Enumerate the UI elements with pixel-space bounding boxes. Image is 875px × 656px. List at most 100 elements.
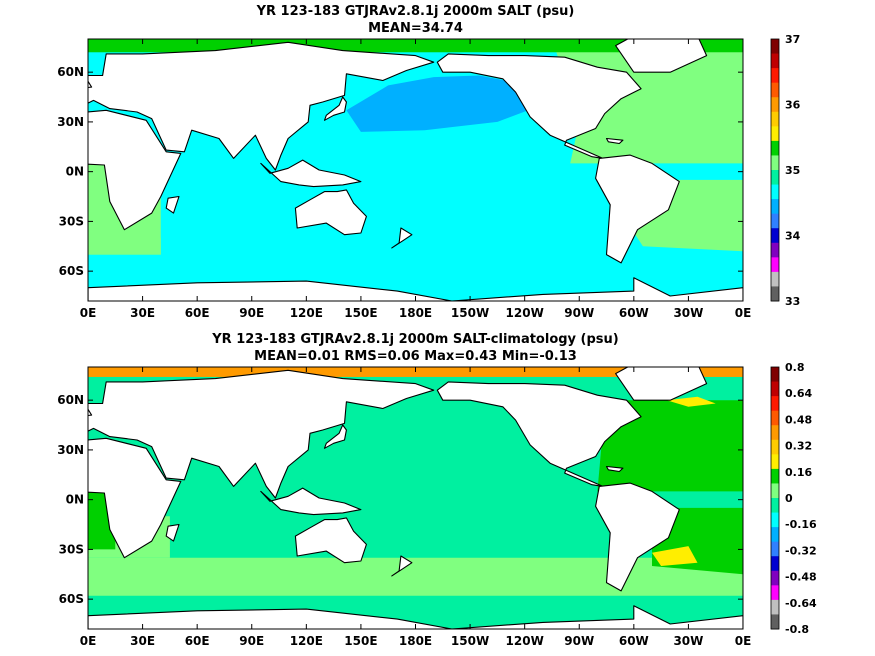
ocean-field-south-atlantic-patch: [652, 546, 698, 566]
x-tick-label: 90E: [239, 634, 264, 648]
x-tick-label: 90E: [239, 306, 264, 320]
x-tick-label: 180E: [399, 634, 432, 648]
colorbar-swatch: [771, 396, 779, 412]
x-tick-label: 60E: [185, 634, 210, 648]
x-tick-label: 120W: [506, 634, 544, 648]
ocean-field-southern: [88, 557, 743, 596]
land-new-zealand: [391, 227, 413, 249]
y-tick-label: 30N: [57, 443, 84, 457]
x-tick-label: 0E: [735, 306, 752, 320]
colorbar-swatch: [771, 97, 779, 113]
x-tick-label: 60W: [619, 634, 649, 648]
colorbar-frame: [770, 366, 780, 630]
y-tick-label: 30N: [57, 115, 84, 129]
colorbar-label: -0.32: [785, 544, 817, 557]
colorbar-label: 0.48: [785, 413, 812, 426]
land-japan: [323, 424, 347, 449]
land-north-america: [436, 381, 642, 487]
x-tick-label: 0E: [80, 634, 97, 648]
ocean-field-north-pacific: [346, 75, 531, 132]
colorbar-swatch: [771, 381, 779, 397]
colorbar-swatch: [771, 213, 779, 229]
ocean-field-atlantic: [597, 400, 743, 492]
colorbar-swatch: [771, 68, 779, 84]
colorbar-frame: [770, 38, 780, 302]
colorbar-swatch: [771, 126, 779, 142]
x-tick-label: 30W: [673, 306, 703, 320]
colorbar-label: 37: [785, 33, 800, 46]
x-tick-label: 150E: [344, 306, 377, 320]
land-greenland: [0, 364, 52, 401]
colorbar-swatch: [771, 82, 779, 98]
land-greenland: [615, 367, 708, 401]
colorbar-swatch: [771, 170, 779, 186]
salinity-anomaly-panel: YR 123-183 GTJRAv2.8.1j 2000m SALT-clima…: [0, 328, 875, 656]
y-axis: 60N 30N 0N 30S 60S: [57, 65, 743, 278]
colorbar-swatch: [771, 614, 779, 630]
colorbar-label: -0.48: [785, 571, 817, 584]
colorbar-label: -0.16: [785, 518, 817, 531]
land-indonesia: [260, 159, 362, 188]
land-uk: [88, 80, 93, 89]
x-tick-label: 0E: [735, 634, 752, 648]
x-tick-label: 150W: [451, 306, 489, 320]
ocean-field-subpolar-atlantic: [666, 396, 716, 407]
land-africa: [88, 109, 182, 231]
colorbar-swatch: [771, 454, 779, 470]
y-tick-label: 60N: [57, 65, 84, 79]
x-tick-label: 0E: [80, 306, 97, 320]
land-south-america: [0, 155, 24, 263]
colorbar-swatch: [771, 199, 779, 215]
colorbar-swatch: [771, 367, 779, 383]
land-caribbean: [605, 465, 624, 473]
land-indonesia: [260, 487, 362, 516]
colorbar-swatch: [771, 257, 779, 273]
colorbar-label: 0.64: [785, 387, 812, 400]
colorbar-label: -0.64: [785, 597, 817, 610]
land-madagascar: [165, 195, 180, 214]
land-antarctica: [88, 605, 743, 629]
land-caribbean: [605, 137, 624, 145]
x-tick-label: 120E: [290, 634, 323, 648]
colorbar-swatch: [771, 498, 779, 514]
salinity-map: 0E 30E 60E 90E 120E 150E 180E 150W 120W 90W 60W 30W…: [0, 33, 801, 320]
x-axis: 0E 30E 60E 90E 120E 150E 180E 150W 120W 90W 60W 30W…: [80, 39, 752, 320]
colorbar-swatch: [771, 410, 779, 426]
colorbar-label: 0.32: [785, 440, 812, 453]
colorbar-label: 0.8: [785, 361, 805, 374]
y-tick-label: 60N: [57, 393, 84, 407]
ocean-field-south-atlantic-east: [88, 234, 161, 255]
x-tick-label: 60E: [185, 306, 210, 320]
colorbar-swatch: [771, 286, 779, 302]
colorbar-swatch: [771, 439, 779, 455]
colorbar-swatch: [771, 599, 779, 615]
colorbar-swatch: [771, 483, 779, 499]
land-south-america: [595, 482, 680, 592]
x-tick-label: 150E: [344, 634, 377, 648]
y-tick-label: 0N: [66, 493, 84, 507]
x-tick-label: 150W: [451, 634, 489, 648]
colorbar-swatch: [771, 184, 779, 200]
land-europe-asia: [88, 41, 435, 171]
map-area: [0, 364, 743, 629]
chart-title: YR 123-183 GTJRAv2.8.1j 2000m SALT (psu): [256, 4, 575, 19]
y-tick-label: 30S: [59, 542, 84, 556]
y-tick-label: 60S: [59, 264, 84, 278]
colorbar: 37 36 35 34 33: [770, 33, 801, 308]
colorbar-swatch: [771, 468, 779, 484]
x-tick-label: 30W: [673, 634, 703, 648]
colorbar-label: 0.16: [785, 466, 812, 479]
land-madagascar: [165, 523, 180, 542]
colorbar-label: 33: [785, 295, 800, 308]
colorbar-swatch: [771, 541, 779, 557]
colorbar-swatch: [771, 242, 779, 258]
colorbar-swatch: [771, 111, 779, 127]
land-greenland: [615, 39, 708, 73]
land-japan: [323, 96, 347, 121]
y-tick-label: 0N: [66, 165, 84, 179]
chart-subtitle: MEAN=0.01 RMS=0.06 Max=0.43 Min=-0.13: [254, 349, 577, 364]
x-tick-label: 30E: [130, 306, 155, 320]
x-tick-label: 30E: [130, 634, 155, 648]
colorbar-swatch: [771, 527, 779, 543]
y-tick-label: 30S: [59, 214, 84, 228]
